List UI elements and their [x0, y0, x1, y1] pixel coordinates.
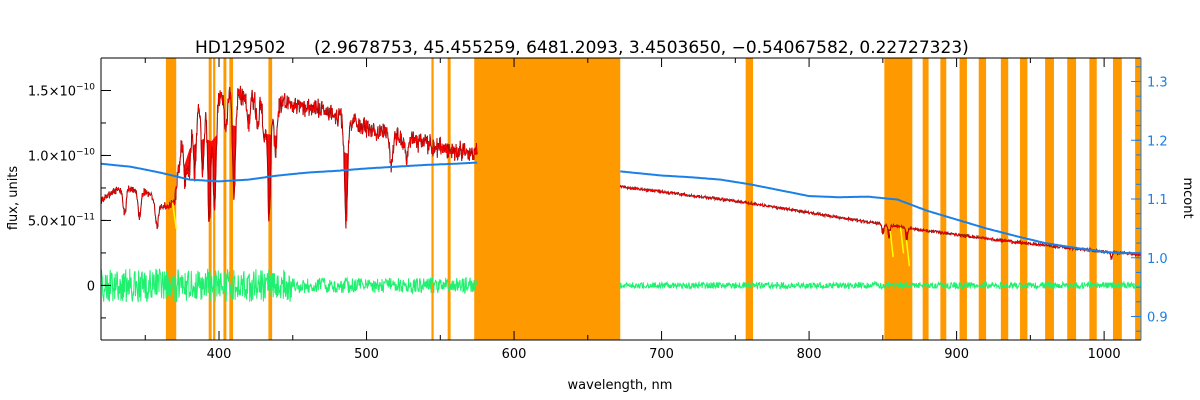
- y-tick-exponent: −10: [76, 147, 95, 157]
- right-y-tick-label: 0.9: [1147, 311, 1168, 326]
- y-axis-label: flux, units: [6, 166, 21, 231]
- masked-regions: [165, 58, 1141, 340]
- x-tick-label: 700: [649, 347, 674, 362]
- residual-line: [619, 280, 1142, 291]
- masked-region: [229, 58, 234, 340]
- masked-region: [978, 58, 987, 340]
- x-tick-label: 1000: [1088, 347, 1121, 362]
- right-y-tick-label: 1.1: [1147, 193, 1168, 208]
- flux-fill: [101, 85, 478, 230]
- right-y-tick-label: 1.3: [1147, 76, 1168, 91]
- y-tick-exponent: −10: [76, 82, 95, 92]
- x-tick-label: 600: [502, 347, 527, 362]
- x-tick-label: 800: [797, 347, 822, 362]
- masked-region: [1112, 58, 1122, 340]
- y-tick-exponent: −11: [76, 212, 95, 222]
- highlight-feature: [905, 240, 911, 267]
- y-tick-label: 5.0×10−11: [28, 212, 95, 229]
- masked-region: [165, 58, 177, 340]
- masked-region: [940, 58, 947, 340]
- x-tick-label: 400: [207, 347, 232, 362]
- masked-region: [431, 58, 434, 340]
- x-tick-label: 500: [354, 347, 379, 362]
- masked-region: [1045, 58, 1054, 340]
- mcont-line: [100, 161, 478, 183]
- mcont-line: [620, 170, 1141, 255]
- chart-subtitle: (2.9678753, 45.455259, 6481.2093, 3.4503…: [314, 38, 969, 58]
- right-y-tick-label: 1.2: [1147, 134, 1168, 149]
- masked-region: [745, 58, 754, 340]
- masked-region: [1067, 58, 1077, 340]
- masked-region: [959, 58, 967, 340]
- residual-line: [100, 268, 478, 303]
- right-y-tick-label: 1.0: [1147, 252, 1168, 267]
- axes: 400 500 600 700 800 900 1000 1.5×10−10 1.0×10−10…: [28, 57, 1168, 362]
- highlight-feature: [889, 230, 894, 258]
- x-tick-label: 900: [944, 347, 969, 362]
- chart-title: HD129502: [195, 38, 286, 58]
- highlight-feature: [899, 227, 905, 254]
- masked-region: [1020, 58, 1028, 340]
- series-layer: [100, 85, 1142, 303]
- flux-series-line: [619, 185, 1142, 260]
- masked-region: [922, 58, 929, 340]
- highlight-feature: [171, 202, 177, 229]
- y-tick-label: 1.5×10−10: [28, 82, 95, 99]
- observed-flux-line: [100, 85, 478, 230]
- y-tick-label: 0: [87, 279, 95, 294]
- y-tick-label: 1.0×10−10: [28, 147, 95, 164]
- right-axis-label: mcont: [1180, 177, 1195, 218]
- masked-region: [474, 58, 621, 340]
- masked-region: [447, 58, 451, 340]
- masked-region: [1089, 58, 1097, 340]
- x-axis-label: wavelength, nm: [568, 378, 673, 393]
- masked-region: [1000, 58, 1009, 340]
- flux-series-line: [100, 85, 478, 230]
- masked-region: [223, 58, 227, 340]
